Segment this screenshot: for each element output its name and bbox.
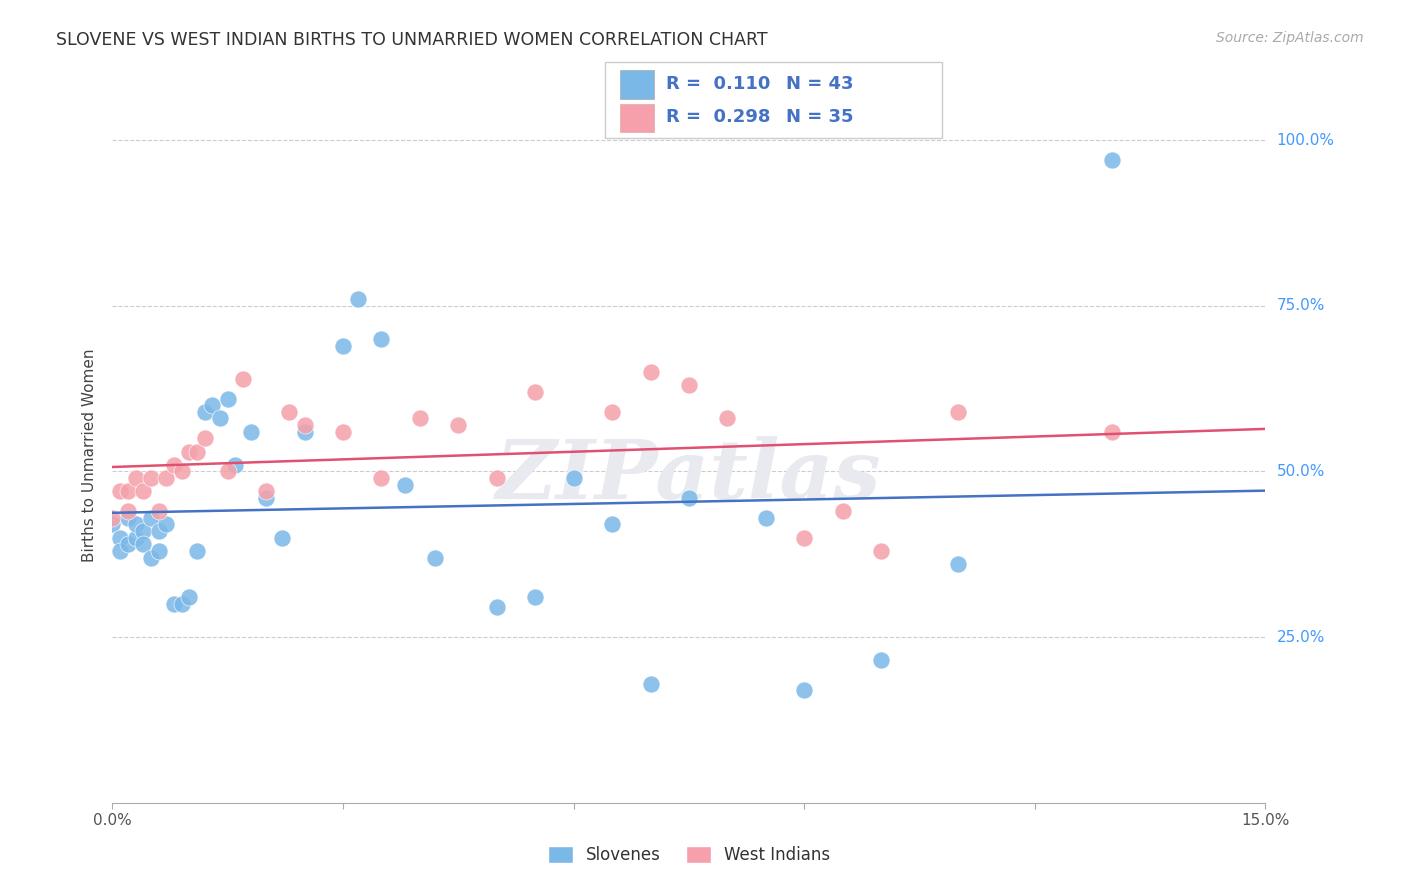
Point xyxy=(870,544,893,558)
Point xyxy=(254,484,277,499)
Point xyxy=(117,484,139,499)
Point xyxy=(155,517,177,532)
Point xyxy=(217,392,239,406)
Text: N = 43: N = 43 xyxy=(786,75,853,93)
Point xyxy=(117,504,139,518)
Point xyxy=(394,477,416,491)
Point xyxy=(793,531,815,545)
Point xyxy=(640,365,662,379)
Point xyxy=(117,537,139,551)
Point xyxy=(101,511,124,525)
Point xyxy=(132,484,155,499)
Text: Source: ZipAtlas.com: Source: ZipAtlas.com xyxy=(1216,31,1364,45)
Text: N = 35: N = 35 xyxy=(786,108,853,126)
Point xyxy=(224,458,246,472)
Point xyxy=(108,531,131,545)
Point xyxy=(270,531,292,545)
Point xyxy=(254,491,277,505)
Point xyxy=(117,511,139,525)
Point xyxy=(640,676,662,690)
Point xyxy=(347,292,370,306)
Point xyxy=(148,504,170,518)
Point xyxy=(447,418,470,433)
Point xyxy=(294,425,316,439)
Point xyxy=(139,471,162,485)
Point xyxy=(163,458,186,472)
Text: 50.0%: 50.0% xyxy=(1277,464,1324,479)
Point xyxy=(409,411,432,425)
Point xyxy=(132,524,155,538)
Point xyxy=(139,511,162,525)
Point xyxy=(201,398,224,412)
Point xyxy=(217,465,239,479)
Point xyxy=(425,550,447,565)
Point xyxy=(946,558,969,572)
Point xyxy=(524,591,547,605)
Point xyxy=(108,544,131,558)
Point xyxy=(170,597,193,611)
Text: 25.0%: 25.0% xyxy=(1277,630,1324,645)
Point xyxy=(232,372,254,386)
Point xyxy=(600,405,623,419)
Point xyxy=(186,544,208,558)
Point xyxy=(678,491,700,505)
Legend: Slovenes, West Indians: Slovenes, West Indians xyxy=(541,839,837,871)
Point xyxy=(239,425,262,439)
Point xyxy=(186,444,208,458)
Text: SLOVENE VS WEST INDIAN BIRTHS TO UNMARRIED WOMEN CORRELATION CHART: SLOVENE VS WEST INDIAN BIRTHS TO UNMARRI… xyxy=(56,31,768,49)
Text: 100.0%: 100.0% xyxy=(1277,133,1334,148)
Point xyxy=(678,378,700,392)
Point xyxy=(524,384,547,399)
Text: 75.0%: 75.0% xyxy=(1277,298,1324,313)
Point xyxy=(600,517,623,532)
Point xyxy=(946,405,969,419)
Point xyxy=(124,517,146,532)
Point xyxy=(716,411,738,425)
Point xyxy=(831,504,853,518)
Point xyxy=(793,683,815,698)
Text: ZIPatlas: ZIPatlas xyxy=(496,436,882,516)
Point xyxy=(332,425,354,439)
Point xyxy=(1101,153,1123,167)
Point xyxy=(108,484,131,499)
Point xyxy=(370,471,392,485)
Point xyxy=(124,531,146,545)
Point xyxy=(101,517,124,532)
Point xyxy=(148,524,170,538)
Point xyxy=(294,418,316,433)
Y-axis label: Births to Unmarried Women: Births to Unmarried Women xyxy=(82,348,97,562)
Point xyxy=(179,591,201,605)
Point xyxy=(139,550,162,565)
Point xyxy=(485,471,508,485)
Point xyxy=(485,600,508,615)
Point xyxy=(1101,425,1123,439)
Point xyxy=(755,511,778,525)
Point xyxy=(278,405,301,419)
Point xyxy=(155,471,177,485)
Point xyxy=(194,405,217,419)
Point xyxy=(170,465,193,479)
Point xyxy=(132,537,155,551)
Point xyxy=(562,471,585,485)
Text: R =  0.298: R = 0.298 xyxy=(666,108,770,126)
Point xyxy=(163,597,186,611)
Point xyxy=(194,431,217,445)
Point xyxy=(870,653,893,667)
Point xyxy=(148,544,170,558)
Text: R =  0.110: R = 0.110 xyxy=(666,75,770,93)
Point xyxy=(332,338,354,352)
Point xyxy=(370,332,392,346)
Point xyxy=(209,411,232,425)
Point xyxy=(179,444,201,458)
Point xyxy=(124,471,146,485)
